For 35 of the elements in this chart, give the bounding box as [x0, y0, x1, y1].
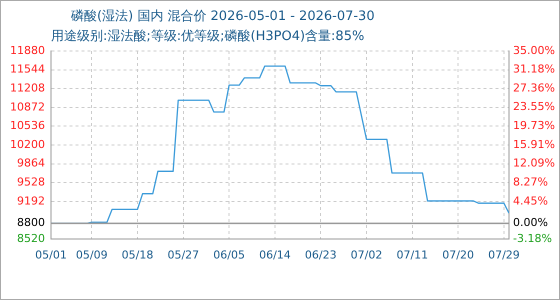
x-tick-label: 07/29: [488, 248, 520, 262]
y-tick-label: 9528: [17, 175, 45, 188]
x-tick-label: 06/23: [304, 248, 337, 262]
y-tick-label: 10536: [10, 119, 45, 132]
y-tick-label: 8800: [17, 216, 45, 230]
chart-title: 磷酸(湿法) 国内 混合价 2026-05-01 - 2026-07-30: [71, 8, 375, 25]
y2-tick-label: 31.18%: [513, 62, 555, 76]
y-tick-label: 11544: [10, 62, 45, 76]
y2-tick-label: 35.00%: [513, 44, 555, 57]
x-tick-label: 05/09: [76, 248, 108, 262]
y-tick-label: 9192: [17, 194, 45, 208]
y2-tick-label: 8.27%: [513, 175, 548, 188]
x-tick-label: 06/05: [213, 248, 245, 262]
y-tick-label: 11208: [10, 81, 45, 94]
y-tick-label: 9864: [17, 156, 45, 170]
y2-tick-label: 19.73%: [513, 119, 555, 132]
x-tick-label: 05/01: [35, 248, 67, 262]
y2-tick-label: 27.36%: [513, 81, 555, 94]
x-tick-label: 07/11: [396, 248, 428, 262]
y2-tick-label: 23.55%: [513, 100, 555, 114]
x-tick-label: 05/18: [122, 248, 154, 262]
y-tick-label: 10872: [10, 100, 45, 114]
y-tick-label: 11880: [10, 44, 45, 57]
y2-tick-label: 0.00%: [513, 216, 548, 230]
y-tick-label: 8520: [17, 232, 45, 245]
chart-subtitle: 用途级别:湿法酸;等级:优等级;磷酸(H3PO4)含量:85%: [51, 28, 364, 45]
y2-tick-label: 15.91%: [513, 138, 555, 151]
x-tick-label: 07/20: [442, 248, 474, 262]
y2-tick-label: -3.18%: [513, 232, 552, 245]
x-tick-label: 07/02: [350, 248, 382, 262]
x-tick-label: 06/14: [259, 248, 291, 262]
x-tick-label: 05/27: [167, 248, 200, 262]
y2-tick-label: 4.45%: [513, 194, 548, 208]
y-tick-label: 10200: [10, 138, 45, 151]
y2-tick-label: 12.09%: [513, 156, 555, 170]
